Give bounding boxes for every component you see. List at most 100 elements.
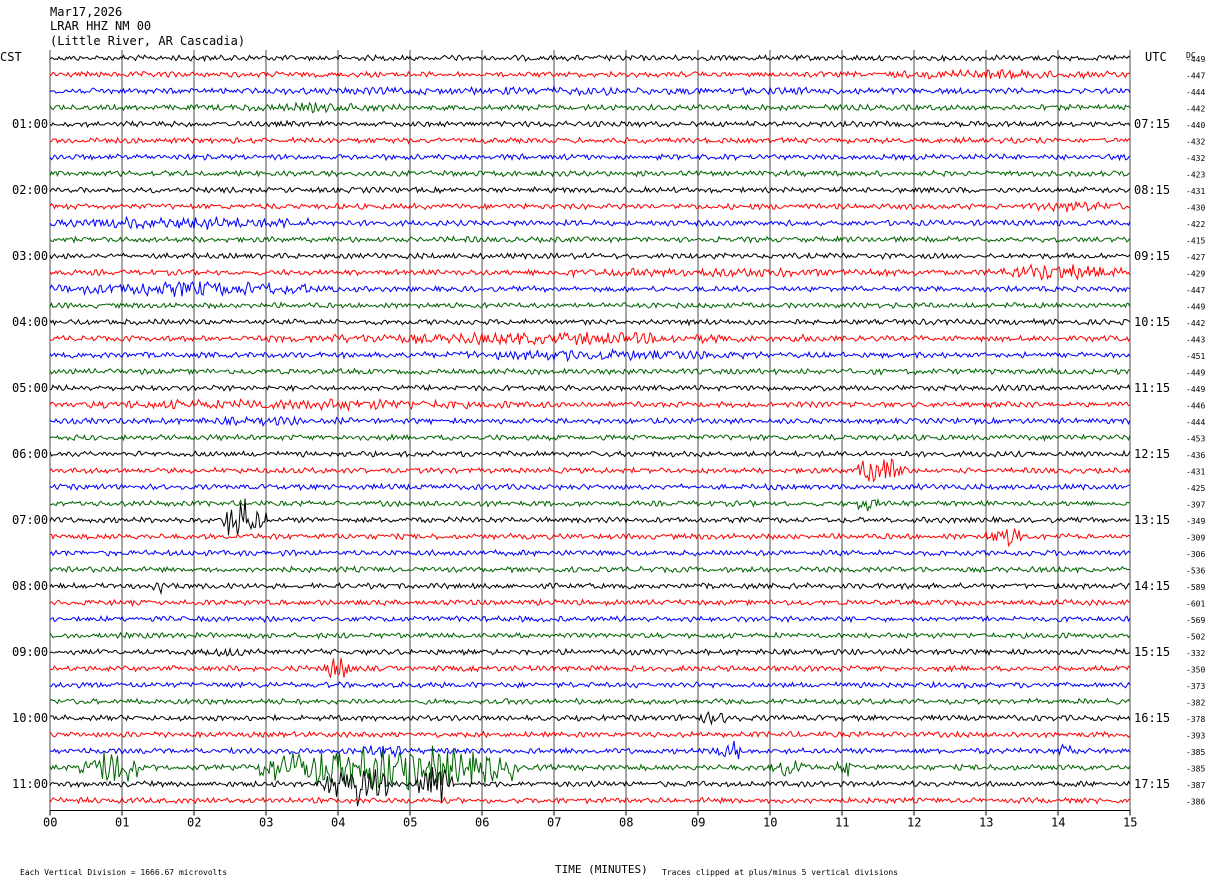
right-hour-label: 15:15 [1134, 645, 1170, 659]
dc-value-label: -306 [1186, 550, 1205, 559]
trace-row-0 [49, 54, 1131, 63]
dc-value-label: -332 [1186, 649, 1205, 658]
trace-row-37 [49, 657, 1131, 678]
trace-row-32 [49, 581, 1131, 596]
right-hour-label: 17:15 [1134, 777, 1170, 791]
station-label: LRAR HHZ NM 00 [50, 19, 151, 33]
dc-value-label: -449 [1186, 369, 1205, 378]
left-hour-label: 09:00 [12, 645, 48, 659]
dc-value-label: -442 [1186, 319, 1205, 328]
right-hour-label: 11:15 [1134, 381, 1170, 395]
scale-note: Each Vertical Division = 1666.67 microvo… [20, 868, 227, 877]
trace-row-7 [49, 169, 1131, 178]
trace-row-8 [49, 185, 1131, 195]
trace-row-24 [49, 449, 1131, 458]
dc-offset-labels: -449 -447 -444 -442 -440 -432 -432 -423 -431 -430… [1186, 55, 1205, 807]
trace-row-22 [49, 415, 1131, 427]
dc-value-label: -422 [1186, 220, 1205, 229]
trace-row-31 [49, 565, 1131, 574]
left-hour-label: 02:00 [12, 183, 48, 197]
minute-gridlines [49, 50, 1131, 811]
x-tick-label: 01 [115, 816, 129, 830]
dc-value-label: -447 [1186, 72, 1205, 81]
trace-row-30 [49, 549, 1131, 558]
clip-note: Traces clipped at plus/minus 5 vertical … [662, 868, 898, 877]
dc-value-label: -415 [1186, 237, 1205, 246]
x-tick-label: 13 [979, 816, 993, 830]
dc-value-label: -385 [1186, 765, 1205, 774]
right-hour-label: 07:15 [1134, 117, 1170, 131]
date-label: Mar17,2026 [50, 5, 122, 19]
dc-value-label: -393 [1186, 732, 1205, 741]
dc-header-label: DC [1186, 51, 1196, 60]
dc-value-label: -397 [1186, 501, 1205, 510]
dc-value-label: -427 [1186, 253, 1205, 262]
seismic-traces [49, 54, 1131, 807]
dc-value-label: -382 [1186, 699, 1205, 708]
location-label: (Little River, AR Cascadia) [50, 34, 245, 48]
dc-value-label: -449 [1186, 303, 1205, 312]
right-timezone-label: UTC [1145, 50, 1167, 64]
dc-value-label: -601 [1186, 600, 1205, 609]
dc-value-label: -386 [1186, 798, 1205, 807]
left-hour-label: 08:00 [12, 579, 48, 593]
left-hour-labels: 01:00 02:00 03:00 04:00 05:00 06:00 07:00 08:00… [12, 117, 48, 791]
trace-row-1 [49, 68, 1131, 80]
x-tick-label: 09 [691, 816, 705, 830]
trace-row-12 [49, 251, 1131, 261]
x-tick-label: 00 [43, 816, 57, 830]
trace-row-3 [49, 101, 1131, 114]
dc-value-label: -447 [1186, 286, 1205, 295]
trace-row-11 [49, 235, 1131, 244]
x-tick-label: 05 [403, 816, 417, 830]
trace-row-28 [49, 498, 1131, 536]
right-hour-label: 09:15 [1134, 249, 1170, 263]
left-timezone-label: CST [0, 50, 22, 64]
trace-row-44 [49, 767, 1131, 807]
trace-row-43 [49, 745, 1131, 791]
dc-value-label: -589 [1186, 583, 1205, 592]
x-tick-label: 15 [1123, 816, 1137, 830]
trace-row-45 [49, 796, 1131, 805]
trace-row-34 [49, 614, 1131, 624]
right-hour-label: 14:15 [1134, 579, 1170, 593]
dc-value-label: -449 [1186, 55, 1205, 64]
left-hour-label: 10:00 [12, 711, 48, 725]
left-hour-label: 03:00 [12, 249, 48, 263]
dc-value-label: -350 [1186, 666, 1205, 675]
dc-value-label: -431 [1186, 187, 1205, 196]
dc-value-label: -502 [1186, 633, 1205, 642]
dc-value-label: -453 [1186, 435, 1205, 444]
left-hour-label: 07:00 [12, 513, 48, 527]
trace-row-10 [49, 215, 1131, 230]
dc-value-label: -387 [1186, 781, 1205, 790]
x-tick-label: 06 [475, 816, 489, 830]
dc-value-label: -436 [1186, 451, 1205, 460]
x-tick-label: 07 [547, 816, 561, 830]
trace-row-41 [49, 730, 1131, 739]
trace-row-27 [49, 497, 1131, 512]
dc-value-label: -309 [1186, 534, 1205, 543]
trace-row-13 [49, 263, 1131, 281]
dc-value-label: -432 [1186, 138, 1205, 147]
trace-row-23 [49, 433, 1131, 442]
left-hour-label: 05:00 [12, 381, 48, 395]
trace-row-38 [49, 680, 1131, 690]
dc-value-label: -444 [1186, 88, 1205, 97]
dc-value-label: -373 [1186, 682, 1205, 691]
dc-value-label: -385 [1186, 748, 1205, 757]
x-tick-label: 10 [763, 816, 777, 830]
dc-value-label: -446 [1186, 402, 1205, 411]
x-axis: 00 01 02 03 04 05 06 07 08 09 10 11 12 13 14 15 [43, 810, 1137, 830]
trace-row-40 [49, 710, 1131, 726]
trace-row-36 [49, 647, 1131, 657]
trace-row-42 [49, 740, 1131, 760]
dc-value-label: -444 [1186, 418, 1205, 427]
trace-row-33 [49, 598, 1131, 608]
dc-value-label: -449 [1186, 385, 1205, 394]
right-hour-labels: 07:15 08:15 09:15 10:15 11:15 12:15 13:15 14:15… [1134, 117, 1170, 791]
dc-value-label: -451 [1186, 352, 1205, 361]
trace-row-19 [49, 367, 1131, 376]
dc-value-label: -423 [1186, 171, 1205, 180]
